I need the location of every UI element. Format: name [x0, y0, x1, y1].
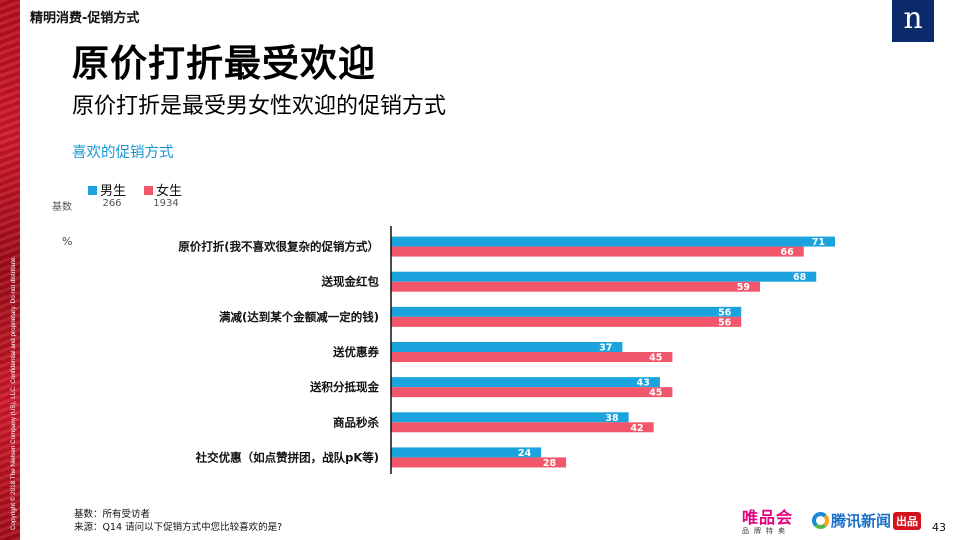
data-label-male: 38: [605, 413, 619, 424]
category-label: 送积分抵现金: [309, 380, 379, 394]
category-label: 商品秒杀: [333, 415, 379, 429]
legend-item-male: 男生: [88, 180, 126, 199]
data-label-male: 43: [637, 378, 650, 389]
bar-male: [391, 447, 542, 458]
category-label: 送现金红包: [321, 275, 380, 289]
legend-swatch-female: [144, 186, 153, 195]
vipshop-name: 唯品会: [742, 508, 794, 527]
footnote-source: 来源：Q14 请问以下促销方式中您比较喜欢的是?: [74, 522, 283, 533]
data-label-female: 56: [718, 317, 732, 328]
bar-female: [391, 316, 742, 327]
bar-female: [391, 457, 567, 468]
base-value-female: 1934: [153, 198, 179, 209]
bar-female: [391, 246, 804, 257]
bar-female: [391, 387, 673, 398]
data-label-female: 42: [630, 423, 643, 434]
data-label-male: 68: [793, 272, 807, 283]
vipshop-logo: 唯品会 品牌特卖: [742, 509, 808, 539]
data-label-male: 37: [599, 343, 612, 354]
unit-label: %: [62, 235, 73, 248]
vipshop-subtitle: 品牌特卖: [742, 527, 790, 535]
data-label-male: 24: [518, 448, 532, 459]
base-value-male: 266: [102, 198, 122, 209]
data-label-female: 66: [780, 247, 794, 258]
bar-female: [391, 352, 673, 362]
category-label: 社交优惠（如点赞拼团，战队pK等): [195, 450, 379, 464]
data-label-female: 45: [649, 353, 662, 364]
bar-male: [391, 377, 660, 388]
page-title: 原价打折最受欢迎: [72, 42, 376, 85]
tencent-news-name: 腾讯新闻: [831, 512, 892, 530]
footnote-base: 基数：所有受访者: [74, 509, 151, 520]
page-subtitle: 原价打折是最受男女性欢迎的促销方式: [72, 94, 447, 119]
bar-male: [391, 306, 742, 317]
category-label: 满减(达到某个金额减一定的钱): [219, 310, 379, 324]
legend-item-female: 女生: [144, 180, 182, 199]
copyright-note: Copyright © 2018 The Nielsen Company (US…: [10, 255, 17, 530]
category-label: 送优惠券: [332, 345, 379, 359]
data-label-female: 59: [737, 282, 750, 293]
category-label: 原价打折(我不喜欢很复杂的促销方式）: [178, 240, 379, 254]
base-label: 基数: [52, 202, 72, 213]
bar-female: [391, 281, 760, 292]
page-number: 43: [932, 521, 946, 534]
data-label-male: 56: [718, 307, 732, 318]
bar-male: [391, 271, 817, 282]
bar-female: [391, 422, 654, 433]
nielsen-logo: n: [892, 0, 934, 42]
data-label-male: 71: [812, 237, 825, 248]
bar-male: [391, 342, 623, 352]
legend-label-female: 女生: [156, 184, 183, 199]
chart-title: 喜欢的促销方式: [72, 145, 174, 161]
data-label-female: 28: [543, 458, 557, 469]
tencent-news-tag: 出品: [893, 511, 922, 530]
bar-male: [391, 236, 835, 247]
legend-label-male: 男生: [100, 184, 127, 199]
tencent-news-logo: 腾讯新闻 出品: [812, 510, 922, 532]
left-decor-strip: [0, 0, 20, 540]
legend-swatch-male: [88, 186, 97, 195]
bar-male: [391, 412, 629, 423]
tencent-news-icon: [812, 512, 829, 529]
section-label: 精明消费-促销方式: [30, 11, 140, 26]
data-label-female: 45: [649, 388, 662, 399]
